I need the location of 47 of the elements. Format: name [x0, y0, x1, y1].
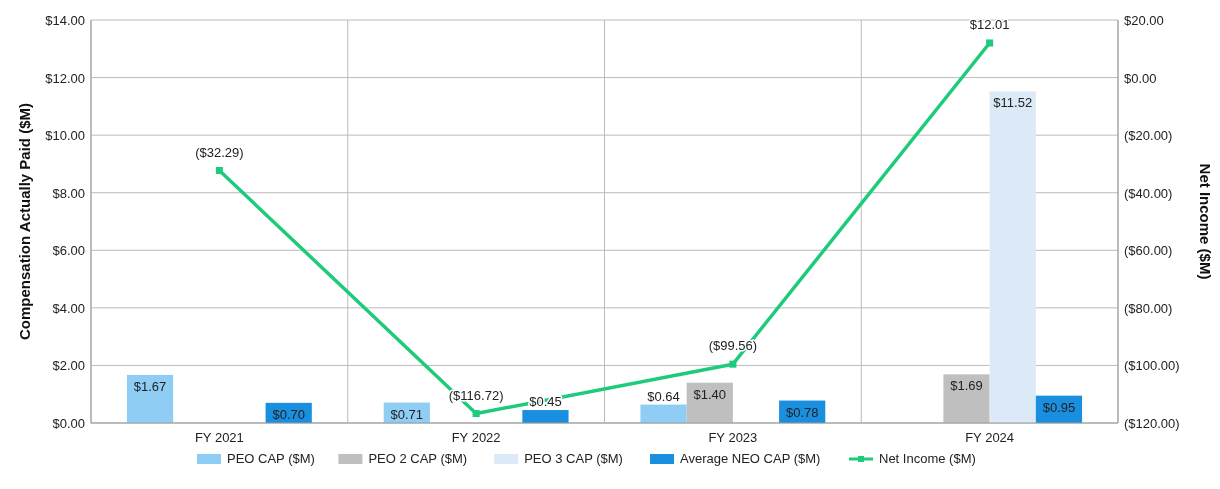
y2-tick-label: $20.00	[1124, 13, 1164, 28]
legend-label: PEO 3 CAP ($M)	[524, 451, 623, 466]
data-label: $0.71	[390, 406, 424, 422]
y2-tick-label: ($120.00)	[1124, 416, 1180, 431]
point	[986, 39, 994, 47]
y2-tick-label: ($40.00)	[1124, 185, 1173, 201]
y2-tick-label: $0.00	[1124, 70, 1157, 86]
data-label: $1.69	[950, 378, 983, 394]
bar	[640, 404, 687, 423]
data-label: $1.40	[693, 386, 727, 402]
legend-label: Net Income ($M)	[879, 451, 976, 466]
y-tick-label: $14.00	[45, 13, 85, 28]
x-tick-label: FY 2021	[194, 430, 244, 445]
y-tick-label: $12.00	[45, 70, 85, 86]
y-tick-label: $10.00	[45, 128, 85, 144]
data-label: $11.52	[993, 95, 1033, 111]
point	[215, 166, 223, 175]
y-axis-title: Compensation Actually Paid ($M)	[16, 103, 33, 340]
data-label: ($32.29)	[195, 144, 244, 160]
y2-tick-label: ($20.00)	[1124, 128, 1173, 144]
legend-label: PEO CAP ($M)	[227, 451, 315, 466]
y-tick-label: $6.00	[52, 243, 85, 259]
x-tick-label: FY 2024	[965, 430, 1015, 445]
bar	[943, 374, 990, 423]
data-label: $0.95	[1042, 399, 1076, 415]
bar	[989, 91, 1036, 423]
data-label: $1.67	[133, 378, 167, 394]
y-tick-label: $0.00	[52, 416, 85, 431]
x-tick-label: FY 2023	[708, 430, 758, 445]
bar	[126, 374, 174, 423]
legend-label: Average NEO CAP ($M)	[680, 451, 821, 466]
data-label: $0.78	[785, 404, 819, 420]
data-label: $12.01	[969, 17, 1010, 32]
point	[472, 410, 480, 418]
x-tick-label: FY 2022	[451, 430, 501, 445]
y2-tick-label: ($80.00)	[1124, 300, 1173, 316]
data-label: $0.64	[647, 388, 680, 404]
point	[729, 360, 737, 368]
y-tick-label: $8.00	[52, 185, 85, 201]
y-tick-label: $4.00	[52, 300, 85, 316]
y2-tick-label: ($60.00)	[1124, 243, 1173, 259]
y2-tick-label: ($100.00)	[1124, 358, 1180, 374]
bar	[522, 410, 569, 423]
data-label: $0.70	[272, 406, 305, 422]
y-tick-label: $2.00	[52, 358, 85, 374]
legend-label: PEO 2 CAP ($M)	[368, 451, 468, 466]
y2-axis-title: Net Income ($M)	[1197, 163, 1214, 280]
